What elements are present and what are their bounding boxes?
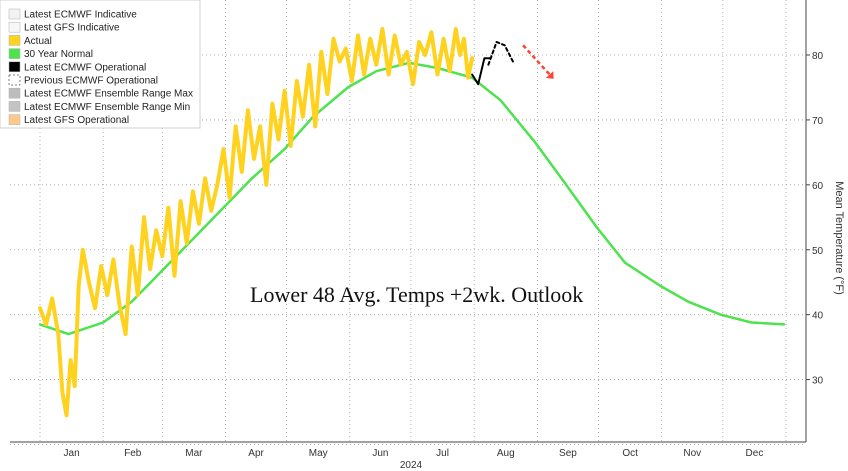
x-tick-label: Aug [497,448,515,459]
labels: 30 40 50 60 70 80 Jan Feb Mar Apr May Jun Jul Aug Sep O… [64,51,845,471]
x-year-label: 2024 [400,460,423,471]
x-tick-label: Jan [64,448,80,459]
legend-swatch [8,101,21,112]
y-axis-label: Mean Temperature (°F) [833,181,845,295]
series-line-latest-ecmwf-operational [471,57,492,86]
y-tick-label: 80 [812,51,824,62]
legend-swatch [8,35,21,46]
x-tick-label: Oct [622,448,638,459]
legend-label: Latest ECMWF Ensemble Range Min [24,102,190,113]
x-tick-label: Jun [372,448,388,459]
series-line-previous-ecmwf-operational [487,41,514,66]
axes [10,0,810,443]
legend-label: Latest ECMWF Operational [24,62,146,73]
legend-swatch [8,61,21,73]
legend-items: Latest ECMWF Indicative Latest GFS Indica… [8,8,193,126]
x-tick-label: Feb [124,448,142,459]
legend-box [0,0,201,129]
series-layer [38,27,786,418]
annotation-arrow-head [545,71,554,79]
y-tick-label: 50 [812,246,824,257]
x-tick-label: Nov [683,448,701,459]
legend-label: Latest ECMWF Ensemble Range Max [24,89,193,100]
legend-swatch [8,87,21,99]
x-tick-label: Apr [248,448,264,459]
legend-label: Previous ECMWF Operational [24,76,158,87]
legend-swatch [8,74,21,86]
legend-swatch [8,114,21,125]
y-tick-label: 40 [812,311,824,322]
overlay-title: Lower 48 Avg. Temps +2wk. Outlook [250,282,583,307]
legend-label: Latest GFS Operational [24,115,129,126]
x-tick-label: Sep [559,448,577,459]
legend-swatch [8,21,21,33]
series-line-actual [38,27,475,418]
legend: Latest ECMWF Indicative Latest GFS Indica… [0,0,201,129]
x-tick-label: Jul [436,448,449,459]
legend-label: Latest GFS Indicative [24,23,120,34]
legend-swatch [8,48,21,59]
y-tick-label: 70 [812,116,824,127]
legend-label: Actual [24,36,52,47]
legend-swatch [8,8,21,20]
legend-label: Latest ECMWF Indicative [24,10,137,21]
x-tick-label: Mar [185,448,203,459]
legend-label: 30 Year Normal [24,49,93,60]
y-tick-label: 30 [812,376,824,387]
x-tick-label: May [309,448,328,459]
y-tick-label: 60 [812,181,824,192]
x-tick-label: Dec [746,448,764,459]
